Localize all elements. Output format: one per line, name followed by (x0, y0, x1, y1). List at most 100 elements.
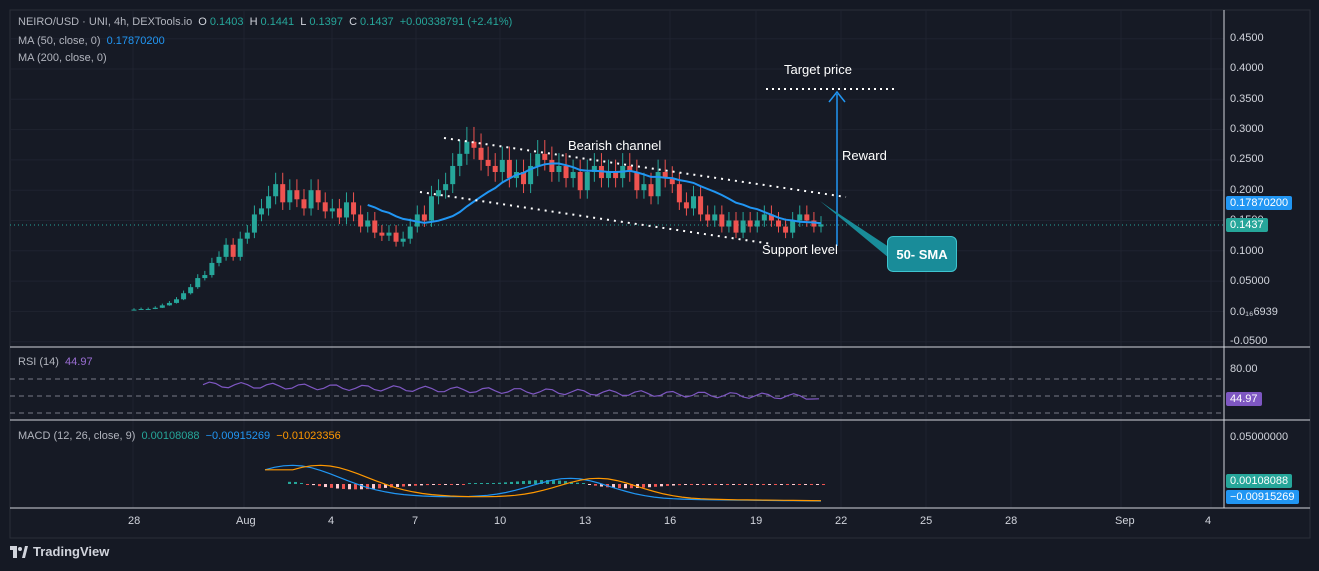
macd-histogram-bar (324, 484, 327, 488)
macd-histogram-bar (654, 484, 657, 487)
macd-histogram-bar (756, 484, 759, 485)
macd-histogram-bar (498, 482, 501, 484)
macd-value: −0.00915269 (205, 430, 271, 442)
macd-histogram-bar (762, 484, 765, 485)
high-value: 0.1441 (260, 16, 295, 28)
candle-body (549, 159, 555, 173)
candle-body (542, 153, 548, 160)
candle-body (705, 214, 711, 221)
candle-body (188, 287, 194, 294)
tradingview-logo[interactable]: TradingView (10, 544, 109, 559)
macd-histogram-bar (564, 481, 567, 484)
macd-hist-value: 0.00108088 (141, 430, 200, 442)
candle-body (386, 232, 392, 236)
candle-body (804, 214, 810, 221)
candle-body (570, 172, 576, 179)
candle-body (166, 302, 172, 306)
macd-histogram-bar (378, 484, 381, 489)
candle-body (783, 226, 789, 233)
time-tick: 16 (664, 515, 677, 527)
last-price-tag: 0.1437 (1226, 218, 1268, 232)
bearish-channel-label: Bearish channel (568, 138, 662, 153)
macd-histogram-bar (666, 484, 669, 486)
rsi-legend[interactable]: RSI (14) 44.97 (18, 356, 96, 368)
time-tick: 10 (494, 515, 507, 527)
candle-body (606, 172, 612, 179)
candle-body (195, 278, 201, 288)
candle-body (811, 220, 817, 227)
candle-body (216, 256, 222, 263)
time-tick: 22 (835, 515, 848, 527)
candle-body (421, 214, 427, 221)
candle-body (400, 238, 406, 242)
macd-histogram-bar (540, 480, 543, 484)
macd-histogram-bar (360, 484, 363, 490)
candle-body (790, 220, 796, 233)
candle-body (372, 220, 378, 233)
open-value: 0.1403 (209, 16, 244, 28)
macd-histogram-bar (414, 484, 417, 486)
candle-body (414, 214, 420, 227)
candle-body (343, 202, 349, 218)
macd-legend[interactable]: MACD (12, 26, close, 9) 0.00108088 −0.00… (18, 430, 344, 442)
macd-histogram-bar (294, 481, 297, 484)
price-tick: 0.3000 (1230, 123, 1264, 135)
candle-body (315, 190, 321, 203)
candle-body (754, 220, 760, 227)
macd-histogram-bar (492, 483, 495, 484)
candle-body (761, 214, 767, 221)
macd-axis-tick: 0.05000000 (1230, 431, 1289, 443)
macd-histogram-bar (618, 484, 621, 489)
ma50-line (367, 162, 822, 225)
candle-body (506, 159, 512, 179)
macd-histogram-bar (438, 484, 441, 485)
macd-histogram-bar (594, 484, 597, 486)
price-tick: 0.0₁₆6939 (1230, 306, 1278, 318)
macd-histogram-bar (456, 484, 459, 485)
candle-body (776, 220, 782, 227)
candle-body (726, 220, 732, 227)
price-tick: 0.2500 (1230, 153, 1264, 165)
macd-histogram-bar (570, 481, 573, 484)
candle-body (457, 153, 463, 166)
low-value: 0.1397 (309, 16, 344, 28)
macd-histogram-bar (684, 484, 687, 485)
macd-histogram-bar (702, 484, 705, 485)
time-tick: 13 (579, 515, 592, 527)
callout-pointer (820, 201, 889, 258)
symbol-label: NEIRO/USD · UNI, 4h, DEXTools.io (18, 16, 193, 28)
macd-histogram-bar (288, 481, 291, 484)
macd-histogram-bar (804, 484, 807, 485)
macd-histogram-bar (720, 484, 723, 485)
macd-histogram-bar (576, 482, 579, 484)
candle-body (712, 214, 718, 221)
rsi-axis-tick: 80.00 (1230, 363, 1258, 375)
macd-histogram-bar (744, 484, 747, 485)
candle-body (287, 190, 293, 203)
macd-histogram-bar (366, 484, 369, 490)
price-tick: 0.3500 (1230, 93, 1264, 105)
candlestick-series (131, 126, 824, 311)
macd-histogram-bar (660, 484, 663, 487)
candle-body (740, 220, 746, 233)
macd-histogram (288, 480, 825, 490)
candle-body (521, 172, 527, 185)
signal-value: −0.01023356 (276, 430, 341, 442)
ma50-legend[interactable]: MA (50, close, 0) 0.17870200 (18, 35, 168, 47)
macd-histogram-bar (780, 484, 783, 485)
macd-histogram-bar (330, 484, 333, 488)
time-tick: 7 (412, 515, 419, 527)
reward-label: Reward (842, 148, 887, 163)
candle-body (669, 178, 675, 185)
ma200-legend[interactable]: MA (200, close, 0) (18, 52, 110, 64)
time-tick: Aug (236, 515, 256, 527)
candle-body (181, 293, 187, 300)
candle-body (407, 226, 413, 239)
candle-body (797, 214, 803, 221)
candle-body (691, 196, 697, 209)
candle-body (365, 220, 371, 227)
candle-body (322, 202, 328, 212)
macd-histogram-bar (396, 484, 399, 487)
macd-histogram-bar (672, 484, 675, 486)
